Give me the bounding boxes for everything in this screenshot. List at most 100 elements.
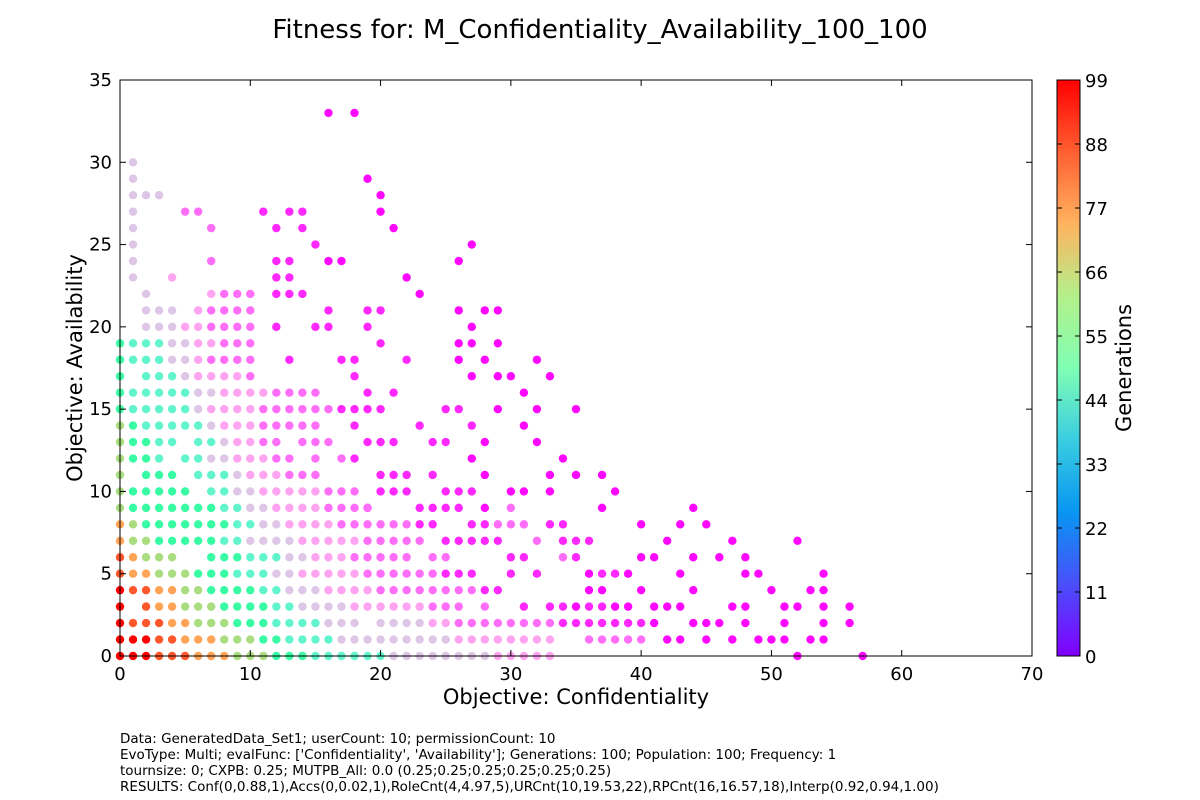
scatter-point: [154, 553, 164, 562]
scatter-point: [180, 487, 190, 496]
scatter-point: [272, 618, 281, 628]
scatter-point: [610, 635, 620, 644]
scatter-point: [233, 437, 242, 447]
scatter-point: [467, 520, 476, 529]
scatter-point: [298, 553, 307, 562]
scatter-point: [532, 404, 542, 414]
scatter-point: [389, 487, 398, 496]
scatter-point: [558, 602, 568, 611]
scatter-point: [154, 635, 164, 644]
scatter-point: [298, 585, 307, 595]
scatter-point: [246, 289, 255, 299]
scatter-point: [389, 223, 398, 233]
scatter-point: [415, 536, 424, 545]
scatter-point: [272, 487, 281, 496]
scatter-point: [402, 585, 411, 595]
scatter-point: [597, 503, 607, 513]
scatter-point: [259, 585, 268, 595]
scatter-point: [376, 585, 385, 595]
scatter-point: [233, 322, 242, 332]
scatter-point: [454, 503, 463, 513]
scatter-point: [636, 585, 646, 595]
scatter-point: [220, 421, 229, 430]
scatter-point: [246, 306, 255, 315]
scatter-point: [259, 635, 268, 644]
scatter-point: [571, 404, 581, 414]
scatter-point: [167, 339, 177, 348]
scatter-point: [480, 503, 489, 513]
scatter-point: [193, 437, 203, 447]
y-tick-label: 10: [89, 481, 112, 502]
scatter-point: [272, 470, 281, 480]
scatter-point: [350, 536, 359, 545]
scatter-point: [350, 585, 359, 595]
scatter-point: [128, 404, 138, 414]
scatter-point: [220, 520, 229, 529]
scatter-point: [180, 503, 190, 513]
colorbar-tick-label: 88: [1085, 135, 1108, 156]
scatter-point: [636, 553, 646, 562]
scatter-point: [467, 322, 476, 332]
scatter-point: [806, 585, 815, 595]
scatter-point: [207, 322, 216, 332]
scatter-point: [167, 273, 177, 282]
scatter-point: [311, 602, 320, 611]
scatter-point: [220, 487, 229, 496]
scatter-point: [610, 487, 620, 496]
scatter-point: [363, 536, 372, 545]
scatter-point: [154, 520, 164, 529]
scatter-point: [167, 618, 177, 628]
scatter-point: [220, 602, 229, 611]
scatter-point: [180, 388, 190, 397]
scatter-point: [259, 454, 268, 463]
scatter-point: [441, 618, 450, 628]
scatter-point: [532, 635, 542, 644]
scatter-point: [154, 191, 164, 200]
scatter-point: [311, 404, 320, 414]
scatter-point: [441, 487, 450, 496]
scatter-point: [311, 520, 320, 529]
scatter-point: [259, 520, 268, 529]
scatter-point: [676, 602, 685, 611]
scatter-point: [415, 585, 424, 595]
scatter-point: [154, 470, 164, 480]
scatter-point: [220, 322, 229, 332]
scatter-point: [454, 487, 463, 496]
scatter-point: [311, 322, 320, 332]
scatter-point: [545, 372, 555, 381]
scatter-point: [350, 372, 359, 381]
scatter-point: [233, 306, 242, 315]
scatter-point: [819, 585, 828, 595]
scatter-point: [298, 437, 307, 447]
scatter-point: [337, 454, 346, 463]
scatter-point: [389, 553, 398, 562]
scatter-point: [767, 635, 776, 644]
scatter-point: [128, 618, 138, 628]
scatter-point: [350, 404, 359, 414]
scatter-point: [272, 602, 281, 611]
scatter-point: [246, 585, 255, 595]
scatter-point: [141, 454, 151, 463]
scatter-point: [337, 635, 346, 644]
scatter-point: [376, 635, 385, 644]
scatter-point: [167, 388, 177, 397]
scatter-point: [402, 355, 411, 364]
scatter-point: [623, 602, 633, 611]
scatter-point: [597, 569, 607, 578]
scatter-point: [298, 207, 307, 216]
scatter-point: [128, 454, 138, 463]
scatter-point: [376, 339, 385, 348]
scatter-point: [363, 520, 372, 529]
scatter-point: [180, 585, 190, 595]
scatter-point: [545, 487, 555, 496]
scatter-point: [663, 602, 672, 611]
scatter-point: [167, 536, 177, 545]
scatter-point: [233, 388, 242, 397]
scatter-point: [350, 635, 359, 644]
scatter-point: [285, 503, 294, 513]
scatter-point: [402, 273, 411, 282]
scatter-point: [636, 635, 646, 644]
scatter-point: [272, 553, 281, 562]
scatter-point: [128, 635, 138, 644]
scatter-point: [636, 618, 646, 628]
